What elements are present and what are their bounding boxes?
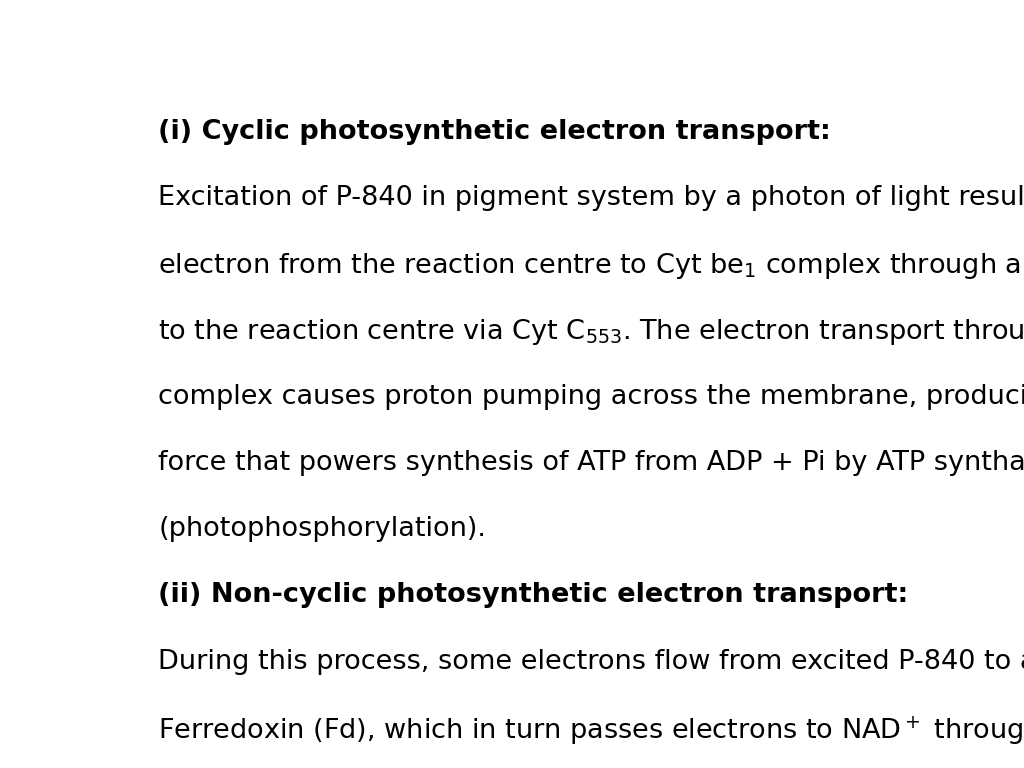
Text: During this process, some electrons flow from excited P-840 to an Fe-S protein: During this process, some electrons flow… <box>158 649 1024 674</box>
Text: complex causes proton pumping across the membrane, producing a proton motive: complex causes proton pumping across the… <box>158 384 1024 409</box>
Text: (photophosphorylation).: (photophosphorylation). <box>158 516 486 542</box>
Text: electron from the reaction centre to Cyt be$_1$ complex through a quinone (Q) an: electron from the reaction centre to Cyt… <box>158 251 1024 281</box>
Text: force that powers synthesis of ATP from ADP + Pi by ATP synthase: force that powers synthesis of ATP from … <box>158 450 1024 476</box>
Text: (ii) Non-cyclic photosynthetic electron transport:: (ii) Non-cyclic photosynthetic electron … <box>158 582 908 608</box>
Text: Excitation of P-840 in pigment system by a photon of light results in transfer o: Excitation of P-840 in pigment system by… <box>158 185 1024 211</box>
Text: to the reaction centre via Cyt C$_{553}$. The electron transport through the Cyt: to the reaction centre via Cyt C$_{553}$… <box>158 317 1024 347</box>
Text: Ferredoxin (Fd), which in turn passes electrons to NAD$^+$ through Fd: NAD-: Ferredoxin (Fd), which in turn passes el… <box>158 715 1024 747</box>
Text: (i) Cyclic photosynthetic electron transport:: (i) Cyclic photosynthetic electron trans… <box>158 119 830 145</box>
